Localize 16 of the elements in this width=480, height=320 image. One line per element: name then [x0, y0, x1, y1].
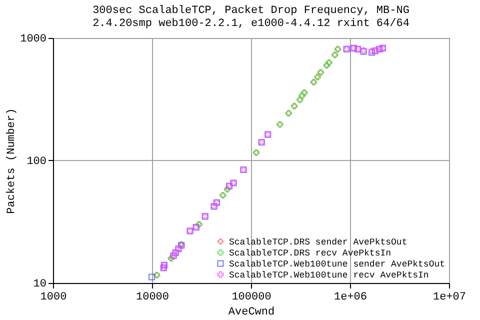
x-tick-label: 1e+07: [432, 292, 466, 304]
y-tick-label: 10: [33, 278, 46, 290]
text: 2.4.20smp web100-2.2.1, e1000-4.4.12 rxint 64/64: [92, 18, 410, 30]
legend-label: ScalableTCP.DRS recv AvePktsIn: [229, 248, 392, 258]
legend-label: ScalableTCP.Web100tune sender AvePktsOut: [229, 260, 446, 270]
y-tick-label: 1000: [20, 34, 46, 46]
legend-label: ScalableTCP.Web100tune recv AvePktsIn: [229, 270, 429, 280]
x-tick-label: 10000: [136, 292, 170, 304]
text: 300sec ScalableTCP, Packet Drop Frequency, MB-NG: [92, 5, 410, 17]
x-tick-label: 100000: [232, 292, 272, 304]
y-tick-label: 100: [26, 156, 46, 168]
x-axis-title: AveCwnd: [228, 306, 275, 318]
x-tick-label: 1000: [40, 292, 67, 304]
legend-label: ScalableTCP.DRS sender AvePktsOut: [229, 238, 408, 248]
y-axis-title: Packets (Number): [6, 108, 18, 214]
x-tick-label: 1e+06: [334, 292, 368, 304]
